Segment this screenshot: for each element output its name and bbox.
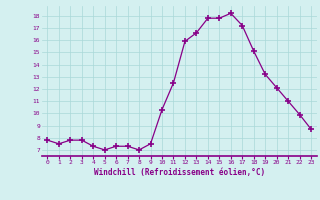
X-axis label: Windchill (Refroidissement éolien,°C): Windchill (Refroidissement éolien,°C) xyxy=(94,168,265,177)
